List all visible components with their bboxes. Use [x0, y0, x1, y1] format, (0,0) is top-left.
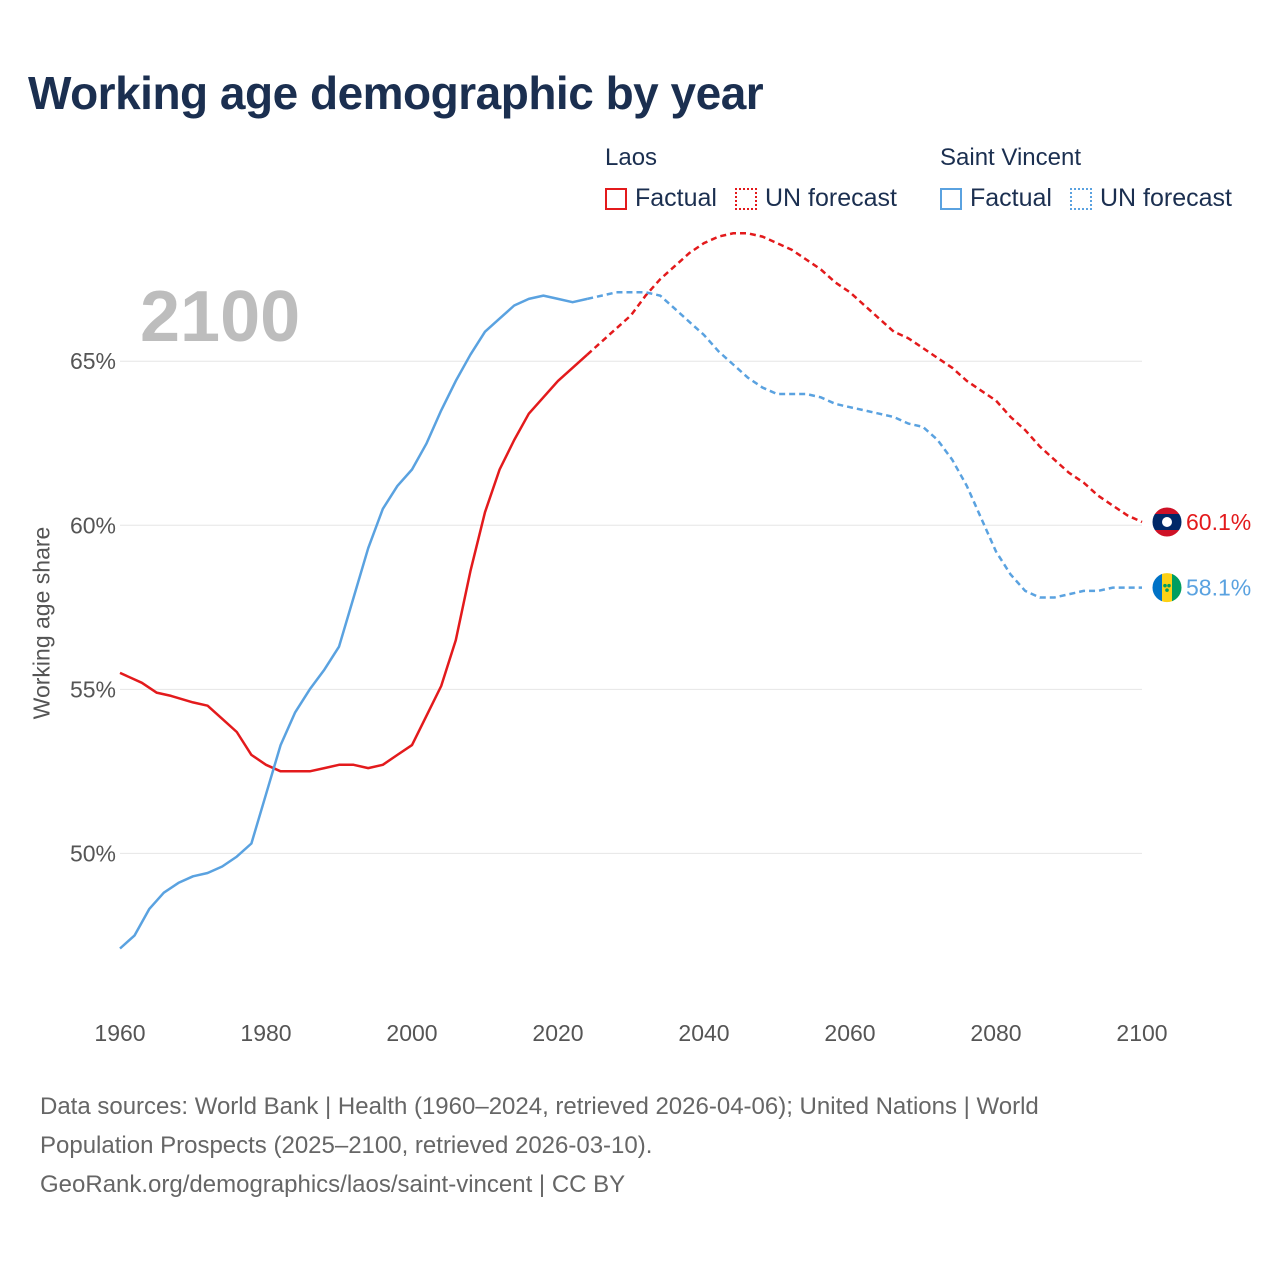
series-lines — [119, 232, 1143, 950]
series-line-saint-vincent-forecast[interactable] — [586, 291, 1142, 599]
series-line-laos-factual[interactable] — [119, 353, 589, 773]
legend-label-saint-vincent-forecast: UN forecast — [1099, 184, 1232, 212]
end-value-label-laos: 60.1% — [1186, 509, 1251, 535]
legend-item-laos-factual[interactable]: Factual — [605, 184, 717, 213]
y-tick-label: 65% — [70, 348, 116, 374]
legend-country-laos: Laos — [605, 144, 658, 171]
swatch-laos-factual — [605, 187, 627, 210]
saint-vincent-flag-icon — [1151, 572, 1183, 604]
line-chart: 50% 55% 60% 65% 1960 1980 2000 2020 2040 2060 208… — [70, 232, 1251, 1046]
footer-sources: Data sources: World Bank | Health (1960–… — [40, 1087, 1240, 1204]
end-value-label-saint-vincent: 58.1% — [1186, 575, 1251, 601]
legend-item-saint-vincent-forecast[interactable]: UN forecast — [1069, 184, 1232, 213]
legend-label-laos-factual: Factual — [635, 184, 717, 212]
footer-line-3[interactable]: GeoRank.org/demographics/laos/saint-vinc… — [40, 1171, 626, 1198]
y-tick-label: 55% — [70, 676, 116, 702]
x-tick-label: 1960 — [94, 1020, 145, 1046]
x-tick-label: 2020 — [532, 1020, 583, 1046]
legend-group-saint-vincent: Saint Vincent Factual UN forecast — [940, 144, 1232, 213]
legend-label-saint-vincent-factual: Factual — [970, 184, 1052, 212]
series-line-laos-forecast[interactable] — [586, 232, 1143, 524]
x-tick-label: 2040 — [678, 1020, 729, 1046]
x-axis-ticks: 1960 1980 2000 2020 2040 2060 2080 2100 — [94, 1020, 1167, 1046]
swatch-saint-vincent-factual — [940, 187, 962, 210]
legend-country-saint-vincent: Saint Vincent — [940, 144, 1081, 171]
x-tick-label: 2100 — [1116, 1020, 1167, 1046]
laos-flag-icon — [1151, 506, 1183, 538]
swatch-saint-vincent-forecast — [1069, 187, 1092, 210]
footer-line-1: Data sources: World Bank | Health (1960–… — [40, 1093, 1039, 1120]
series-line-saint-vincent-factual[interactable] — [119, 294, 588, 950]
x-tick-label: 2000 — [386, 1020, 437, 1046]
footer-line-2: Population Prospects (2025–2100, retriev… — [40, 1132, 653, 1159]
legend-group-laos: Laos Factual UN forecast — [605, 144, 915, 213]
swatch-laos-forecast — [734, 187, 757, 210]
x-tick-label: 2080 — [970, 1020, 1021, 1046]
chart-title: Working age demographic by year — [28, 67, 764, 119]
y-axis-ticks: 50% 55% 60% 65% — [70, 348, 116, 866]
legend-label-laos-forecast: UN forecast — [764, 184, 897, 212]
legend-item-saint-vincent-factual[interactable]: Factual — [940, 184, 1052, 213]
end-markers: 60.1% 58.1% — [1151, 506, 1251, 604]
y-tick-label: 60% — [70, 512, 116, 538]
grid-lines — [120, 360, 1142, 854]
current-year-watermark: 2100 — [140, 277, 301, 357]
x-tick-label: 1980 — [240, 1020, 291, 1046]
x-tick-label: 2060 — [824, 1020, 875, 1046]
y-tick-label: 50% — [70, 840, 116, 866]
legend-item-laos-forecast[interactable]: UN forecast — [734, 184, 897, 213]
